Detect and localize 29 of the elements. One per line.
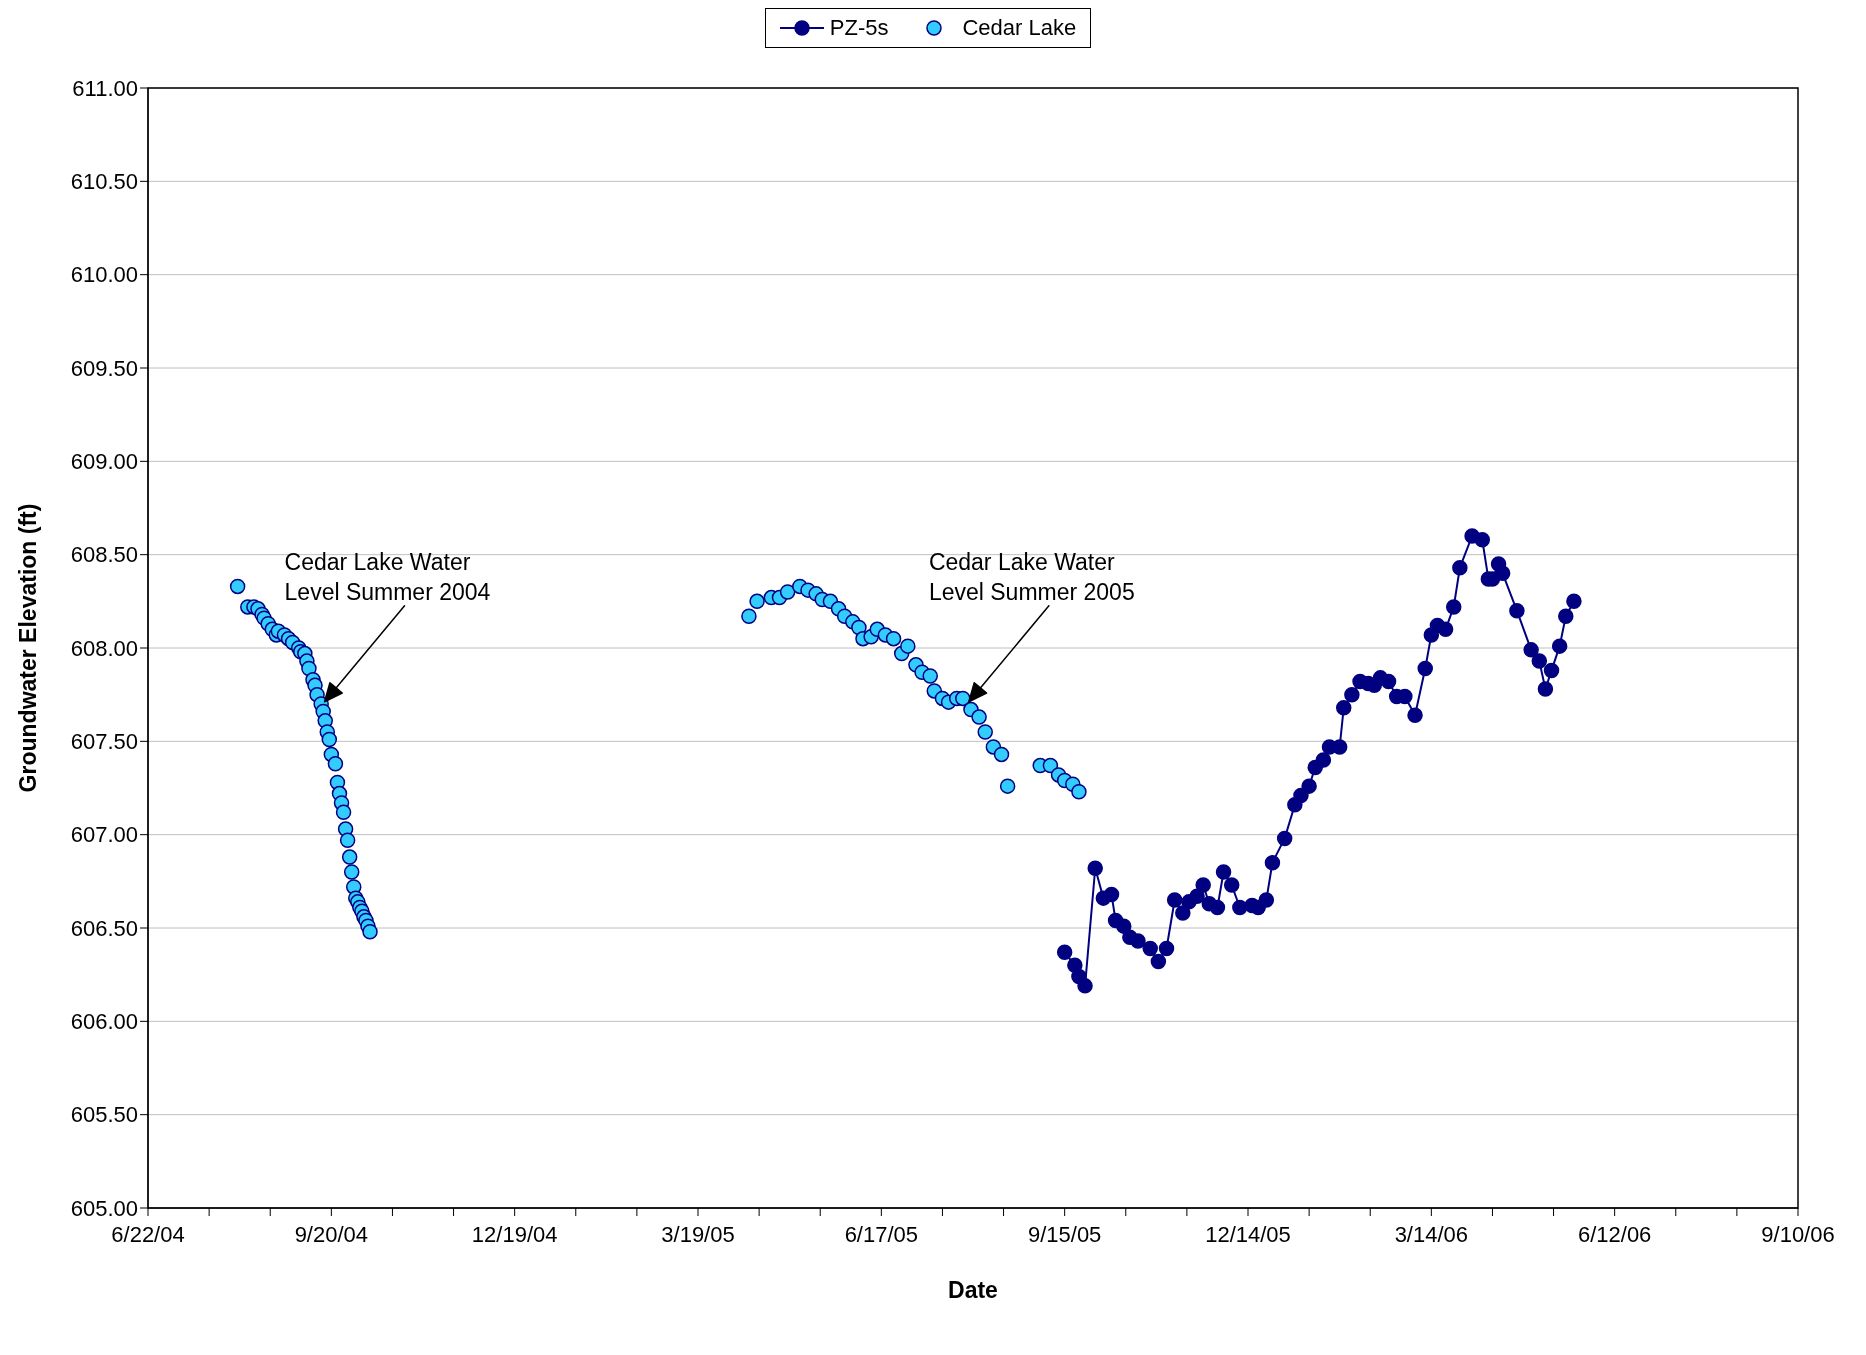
x-tick-label: 3/14/06 — [1394, 1221, 1469, 1247]
legend-label: Cedar Lake — [962, 15, 1077, 41]
y-tick-label: 609.00 — [70, 449, 138, 475]
y-axis-title: Groundwater Elevation (ft) — [15, 503, 42, 793]
y-tick-label: 605.00 — [70, 1195, 138, 1221]
y-tick-label: 606.50 — [70, 915, 138, 941]
legend-label: PZ-5s — [829, 15, 889, 41]
y-tick-label: 610.50 — [70, 169, 138, 195]
y-tick-label: 611.00 — [72, 75, 138, 101]
x-axis-title: Date — [948, 1277, 998, 1303]
x-tick-label: 6/12/06 — [1577, 1221, 1652, 1247]
x-tick-label: 12/19/04 — [471, 1221, 558, 1247]
annotation: Cedar Lake Water Level Summer 2005 — [928, 548, 1135, 605]
y-tick-label: 606.00 — [70, 1009, 138, 1035]
y-tick-label: 609.50 — [70, 355, 138, 381]
x-tick-label: 6/22/04 — [111, 1221, 185, 1247]
annotation: Cedar Lake Water Level Summer 2004 — [284, 548, 491, 605]
x-tick-label: 9/20/04 — [294, 1221, 369, 1247]
x-tick-label: 12/14/05 — [1205, 1221, 1291, 1247]
x-tick-label: 9/10/06 — [1761, 1221, 1835, 1247]
y-tick-label: 607.00 — [70, 822, 138, 848]
x-tick-label: 6/17/05 — [844, 1221, 919, 1247]
x-tick-label: 3/19/05 — [661, 1221, 735, 1247]
y-tick-label: 607.50 — [70, 729, 138, 755]
x-tick-label: 9/15/05 — [1027, 1221, 1102, 1247]
y-tick-label: 605.50 — [70, 1102, 138, 1128]
y-tick-label: 610.00 — [70, 262, 138, 288]
y-tick-label: 608.50 — [70, 542, 138, 568]
y-tick-label: 608.00 — [70, 635, 138, 661]
